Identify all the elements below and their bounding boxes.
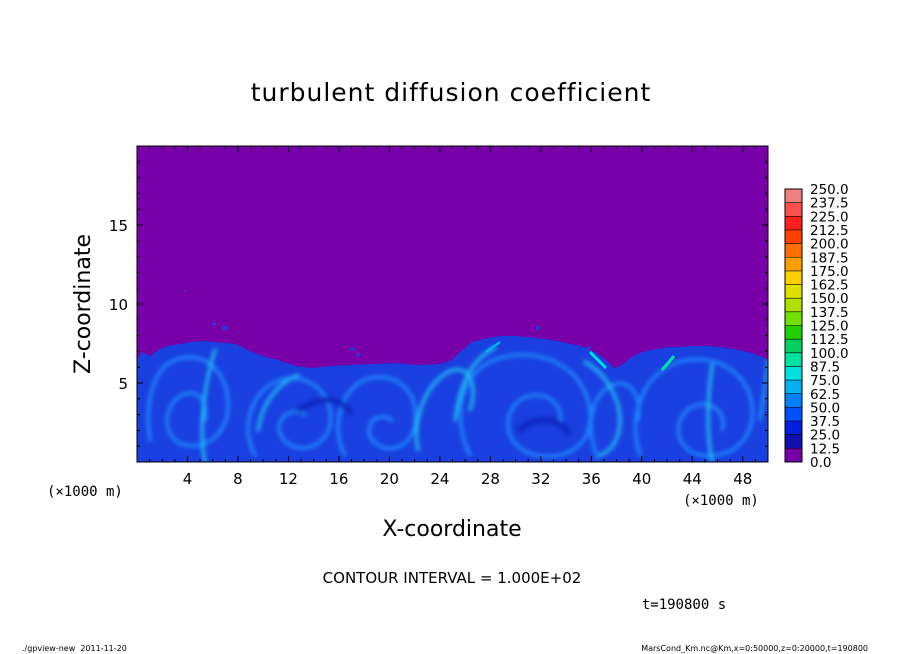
colorbar-label: 62.5 [810,387,840,403]
colorbar-label: 200.0 [810,237,849,253]
x-tick-label: 28 [481,470,500,488]
colorbar-label: 112.5 [810,332,849,348]
colorbar-label: 87.5 [810,359,840,375]
colorbar-label: 12.5 [810,441,840,457]
x-tick-label: 44 [683,470,702,488]
colorbar-label: 125.0 [810,319,849,335]
turbulence-field [137,290,768,462]
x-tick-label: 24 [430,470,449,488]
colorbar-label: 50.0 [810,400,840,416]
time-stamp: t=190800 s [642,597,726,613]
colorbar: 250.0237.5225.0212.5200.0187.5175.0162.5… [784,182,849,471]
eddy-5 [336,375,418,457]
colorbar-swatch [785,229,802,244]
y-tick-label: 15 [109,217,128,235]
colorbar-swatch [785,298,802,313]
colorbar-swatch [785,393,802,408]
plume-2 [212,322,216,326]
colorbar-label: 150.0 [810,291,849,307]
colorbar-swatch [785,216,802,231]
x-unit-left: (×1000 m) [47,484,123,500]
colorbar-swatch [785,366,802,381]
colorbar-label: 237.5 [810,196,849,212]
x-tick-label: 48 [733,470,752,488]
detached-plumes [184,290,676,372]
colorbar-label: 175.0 [810,264,849,280]
y-axis-label: Z-coordinate [71,234,96,374]
chart-title: turbulent diffusion coefficient [251,78,652,107]
colorbar-label: 225.0 [810,209,849,225]
colorbar-label: 212.5 [810,223,849,239]
eddy-15 [517,417,571,435]
contour-interval: CONTOUR INTERVAL = 1.000E+02 [323,569,582,587]
eddy-13 [759,359,768,421]
eddy-4 [256,373,300,432]
colorbar-label: 137.5 [810,305,849,321]
x-tick-label: 36 [582,470,601,488]
plume-6 [585,346,591,350]
colorbar-label: 100.0 [810,346,849,362]
x-axis: 4 8 12 16 20 24 28 32 36 40 44 48 [149,146,756,488]
colorbar-swatch [785,434,802,449]
footer-right: MarsCond_Km.nc@Km,x=0:50000,z=0:20000,t=… [641,644,868,653]
x-tick-label: 32 [531,470,550,488]
colorbar-swatch [785,202,802,217]
x-unit-right: (×1000 m) [683,493,759,509]
colorbar-swatch [785,189,802,203]
eddy-2 [200,348,217,462]
mixed-layer-base [137,336,768,462]
colorbar-swatch [785,243,802,258]
x-tick-label: 20 [380,470,399,488]
plume-3 [349,347,355,351]
colorbar-label: 37.5 [810,414,840,430]
x-tick-label: 4 [183,470,193,488]
streak-1 [588,350,608,370]
colorbar-label: 187.5 [810,250,849,266]
colorbar-swatch [785,270,802,285]
y-axis: 5 10 15 [109,161,768,447]
eddy-6 [415,368,475,452]
colorbar-swatch [785,257,802,272]
colorbar-label: 75.0 [810,373,840,389]
eddy-14 [297,397,353,415]
eddy-10 [583,360,622,457]
eddy-7 [458,353,592,458]
x-tick-label: 12 [279,470,298,488]
colorbar-label: 162.5 [810,278,849,294]
colorbar-swatch [785,311,802,326]
y-tick-label: 5 [118,375,128,393]
eddy-12 [706,363,714,462]
x-axis-label: X-coordinate [382,517,521,542]
streak-2 [660,355,676,371]
colorbar-label: 250.0 [810,182,849,198]
colorbar-swatch [785,421,802,435]
x-tick-label: 16 [329,470,348,488]
plume-7 [296,368,300,372]
eddy-3 [246,377,333,457]
streak-3 [485,340,501,354]
colorbar-swatch [785,284,802,299]
colorbar-label: 25.0 [810,428,840,444]
y-tick-label: 10 [109,296,128,314]
eddy-9 [589,382,641,460]
x-tick-label: 8 [233,470,243,488]
colorbar-swatch [785,325,802,340]
eddy-11 [634,357,754,458]
plume-5 [535,326,541,330]
x-tick-label: 40 [632,470,651,488]
colorbar-swatch [785,339,802,354]
colorbar-swatch [785,352,802,367]
plume-4 [356,353,360,357]
plume-8 [184,290,186,292]
colorbar-label: 0.0 [810,455,831,471]
plot-area [136,145,769,463]
footer-left: ./gpview-new 2011-11-20 [22,644,127,653]
colorbar-swatch [785,407,802,422]
colorbar-swatch [785,448,802,463]
eddy-1 [146,355,230,448]
plume-1 [222,326,228,330]
colorbar-swatch [785,380,802,395]
